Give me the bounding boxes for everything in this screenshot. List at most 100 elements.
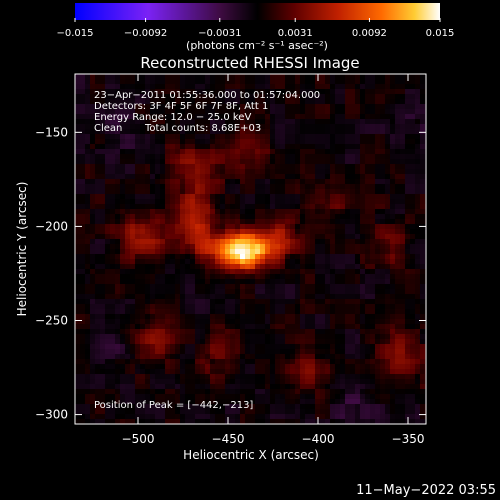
- heatmap-cell: [200, 374, 206, 380]
- heatmap-cell: [275, 139, 281, 145]
- heatmap-cell: [310, 224, 316, 230]
- heatmap-cell: [310, 179, 316, 185]
- heatmap-cell: [160, 309, 166, 315]
- heatmap-cell: [205, 224, 211, 230]
- heatmap-cell: [245, 349, 251, 355]
- heatmap-cell: [280, 84, 286, 90]
- heatmap-cell: [190, 239, 196, 245]
- heatmap-cell: [190, 419, 196, 424]
- heatmap-cell: [420, 274, 426, 280]
- heatmap-cell: [165, 339, 171, 345]
- heatmap-cell: [285, 234, 291, 240]
- heatmap-cell: [410, 214, 416, 220]
- heatmap-cell: [220, 194, 226, 200]
- heatmap-cell: [305, 419, 311, 424]
- heatmap-cell: [320, 209, 326, 215]
- heatmap-cell: [145, 149, 151, 155]
- heatmap-cell: [350, 119, 356, 125]
- heatmap-cell: [420, 209, 426, 215]
- heatmap-cell: [245, 269, 251, 275]
- heatmap-cell: [275, 159, 281, 165]
- heatmap-cell: [110, 279, 116, 285]
- heatmap-cell: [400, 219, 406, 225]
- heatmap-cell: [255, 104, 261, 110]
- heatmap-cell: [400, 129, 406, 135]
- heatmap-cell: [295, 404, 301, 410]
- heatmap-cell: [325, 289, 331, 295]
- heatmap-cell: [205, 104, 211, 110]
- heatmap-cell: [160, 94, 166, 100]
- heatmap-cell: [190, 284, 196, 290]
- heatmap-cell: [75, 414, 81, 420]
- heatmap-cell: [180, 184, 186, 190]
- heatmap-cell: [145, 289, 151, 295]
- heatmap-cell: [90, 199, 96, 205]
- heatmap-cell: [320, 359, 326, 365]
- heatmap-cell: [235, 324, 241, 330]
- heatmap-cell: [290, 344, 296, 350]
- heatmap-cell: [150, 174, 156, 180]
- heatmap-cell: [240, 189, 246, 195]
- heatmap-cell: [215, 144, 221, 150]
- heatmap-cell: [80, 294, 86, 300]
- heatmap-cell: [375, 209, 381, 215]
- heatmap-cell: [335, 94, 341, 100]
- heatmap-cell: [255, 144, 261, 150]
- heatmap-cell: [180, 384, 186, 390]
- heatmap-cell: [310, 194, 316, 200]
- heatmap-cell: [215, 79, 221, 85]
- heatmap-cell: [85, 149, 91, 155]
- heatmap-cell: [310, 319, 316, 325]
- heatmap-cell: [390, 374, 396, 380]
- heatmap-cell: [395, 419, 401, 424]
- heatmap-cell: [365, 239, 371, 245]
- heatmap-cell: [180, 129, 186, 135]
- heatmap-cell: [85, 254, 91, 260]
- heatmap-cell: [380, 329, 386, 335]
- heatmap-cell: [390, 379, 396, 385]
- heatmap-cell: [230, 194, 236, 200]
- heatmap-cell: [395, 369, 401, 375]
- heatmap-cell: [85, 309, 91, 315]
- heatmap-cell: [120, 334, 126, 340]
- heatmap-cell: [160, 74, 166, 80]
- heatmap-cell: [265, 419, 271, 424]
- heatmap-cell: [340, 109, 346, 115]
- heatmap-cell: [385, 194, 391, 200]
- heatmap-cell: [150, 164, 156, 170]
- heatmap-cell: [230, 334, 236, 340]
- heatmap-cell: [390, 149, 396, 155]
- heatmap-cell: [415, 199, 421, 205]
- heatmap-cell: [335, 279, 341, 285]
- heatmap-cell: [170, 349, 176, 355]
- heatmap-cell: [200, 269, 206, 275]
- heatmap-cell: [350, 254, 356, 260]
- heatmap-cell: [270, 319, 276, 325]
- heatmap-cell: [125, 289, 131, 295]
- heatmap-cell: [370, 334, 376, 340]
- heatmap-cell: [310, 359, 316, 365]
- heatmap-cell: [110, 224, 116, 230]
- heatmap-cell: [260, 199, 266, 205]
- heatmap-cell: [110, 334, 116, 340]
- heatmap-cell: [270, 94, 276, 100]
- heatmap-cell: [380, 399, 386, 405]
- heatmap-cell: [195, 144, 201, 150]
- heatmap-cell: [75, 179, 81, 185]
- heatmap-cell: [295, 179, 301, 185]
- heatmap-cell: [350, 164, 356, 170]
- heatmap-cell: [110, 89, 116, 95]
- heatmap-cell: [195, 339, 201, 345]
- heatmap-cell: [225, 324, 231, 330]
- heatmap-cell: [305, 329, 311, 335]
- heatmap-cell: [285, 149, 291, 155]
- heatmap-cell: [380, 189, 386, 195]
- heatmap-cell: [390, 129, 396, 135]
- heatmap-cell: [315, 284, 321, 290]
- heatmap-cell: [385, 314, 391, 320]
- heatmap-cell: [245, 119, 251, 125]
- heatmap-cell: [335, 224, 341, 230]
- heatmap-cell: [265, 164, 271, 170]
- heatmap-cell: [110, 259, 116, 265]
- heatmap-cell: [80, 249, 86, 255]
